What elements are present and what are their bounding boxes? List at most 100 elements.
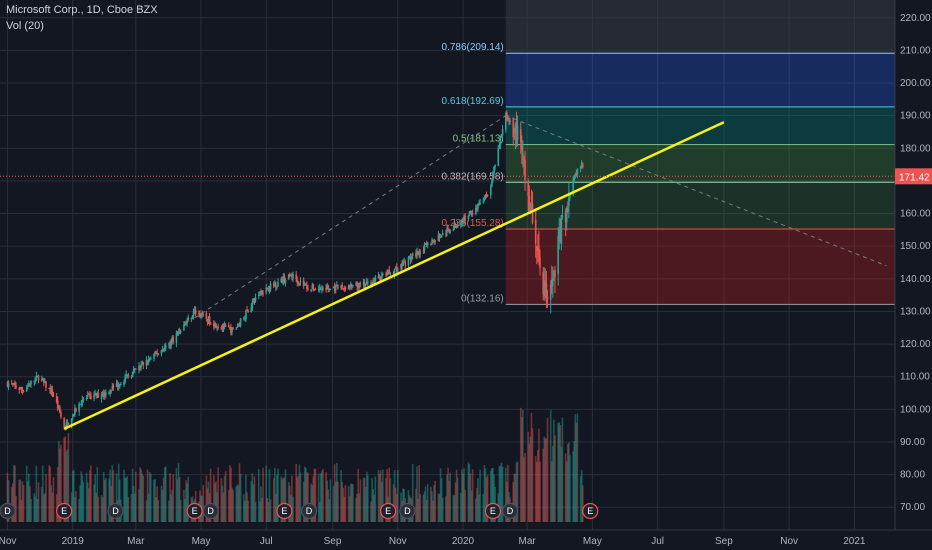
volume-bar xyxy=(380,482,383,522)
volume-bar xyxy=(564,453,567,522)
dividend-marker xyxy=(399,502,416,520)
volume-bar xyxy=(82,482,85,522)
candle-body xyxy=(109,391,111,394)
candle-body xyxy=(154,352,156,354)
candle-body xyxy=(575,173,578,175)
candle-body xyxy=(95,393,98,397)
price-tick-label: 100.00 xyxy=(900,404,931,415)
candle-body xyxy=(426,242,429,245)
candle-body xyxy=(379,277,382,280)
volume-bar xyxy=(449,472,451,522)
volume-bar xyxy=(568,442,570,522)
candle-body xyxy=(132,369,135,373)
candle-body xyxy=(475,207,477,214)
volume-bar xyxy=(242,494,245,522)
volume-bar xyxy=(319,473,322,522)
volume-bar xyxy=(257,468,260,522)
volume-bar xyxy=(229,464,231,522)
volume-bar xyxy=(40,487,43,522)
candle-body xyxy=(177,332,180,334)
volume-bar xyxy=(253,476,256,522)
candle-body xyxy=(456,224,459,228)
candle-body xyxy=(269,283,272,290)
candle-body xyxy=(538,246,540,258)
volume-bar xyxy=(558,422,561,522)
candle-body xyxy=(89,394,91,396)
fib-zone xyxy=(505,182,895,229)
candle-body xyxy=(118,383,121,387)
volume-bar xyxy=(170,494,172,522)
volume-bar xyxy=(109,469,111,522)
price-tick-label: 110.00 xyxy=(900,372,930,383)
candle-body xyxy=(10,383,13,385)
candle-body xyxy=(358,283,361,288)
candle-body xyxy=(170,341,172,347)
candle-body xyxy=(352,285,354,287)
volume-bar xyxy=(79,485,81,522)
candle-body xyxy=(307,288,309,291)
volume-bar xyxy=(254,501,257,522)
volume-bar xyxy=(12,483,14,522)
candle-body xyxy=(239,318,242,326)
candle-body xyxy=(40,379,43,381)
volume-bar xyxy=(544,438,547,522)
candle-body xyxy=(355,283,357,286)
candle-body xyxy=(155,351,157,354)
volume-bar xyxy=(139,467,141,522)
candle-body xyxy=(296,280,299,283)
volume-bar xyxy=(445,496,447,522)
volume-bar xyxy=(250,481,253,522)
volume-bar xyxy=(100,495,103,522)
candle-body xyxy=(545,283,548,302)
volume-bar xyxy=(185,480,187,522)
volume-bar xyxy=(86,482,89,522)
volume-bar xyxy=(28,473,30,522)
candle-body xyxy=(506,112,508,119)
volume-bar xyxy=(176,479,179,522)
volume-bar xyxy=(326,480,329,522)
candle-body xyxy=(117,386,120,388)
candle-body xyxy=(508,119,510,121)
volume-bar xyxy=(230,467,232,522)
candle-body xyxy=(490,186,492,196)
candle-body xyxy=(445,233,447,235)
candle-body xyxy=(51,389,54,396)
volume-bar xyxy=(214,483,216,522)
volume-bar xyxy=(215,481,217,522)
candle-body xyxy=(214,322,216,326)
candle-body xyxy=(90,395,92,400)
candle-body xyxy=(438,234,441,239)
candle-body xyxy=(191,315,194,319)
volume-bar xyxy=(60,444,62,522)
candle-body xyxy=(394,267,397,269)
candle-body xyxy=(568,197,570,207)
candle-body xyxy=(378,276,381,279)
candle-body xyxy=(230,326,232,334)
candle-body xyxy=(453,222,456,229)
earnings-marker xyxy=(276,502,293,520)
candle-body xyxy=(463,217,465,223)
candle-body xyxy=(370,282,372,286)
volume-bar xyxy=(306,472,308,522)
volume-bar xyxy=(117,463,120,522)
volume-bar xyxy=(515,462,518,522)
volume-bar xyxy=(437,493,440,522)
volume-bar xyxy=(266,498,269,522)
volume-bar xyxy=(232,489,234,522)
candle-body xyxy=(513,136,516,138)
candle-body xyxy=(221,327,224,329)
volume-bar xyxy=(89,470,91,522)
volume-bar xyxy=(111,465,114,522)
time-tick-label: Nov xyxy=(780,536,798,547)
candle-body xyxy=(12,383,14,385)
volume-bar xyxy=(321,471,323,522)
candle-body xyxy=(313,289,316,291)
volume-bar xyxy=(538,428,540,522)
volume-bar xyxy=(67,433,70,522)
candle-body xyxy=(311,285,314,290)
candle-body xyxy=(491,181,493,187)
candle-body xyxy=(389,272,392,275)
volume-bar xyxy=(372,489,374,522)
volume-bar xyxy=(355,497,357,522)
